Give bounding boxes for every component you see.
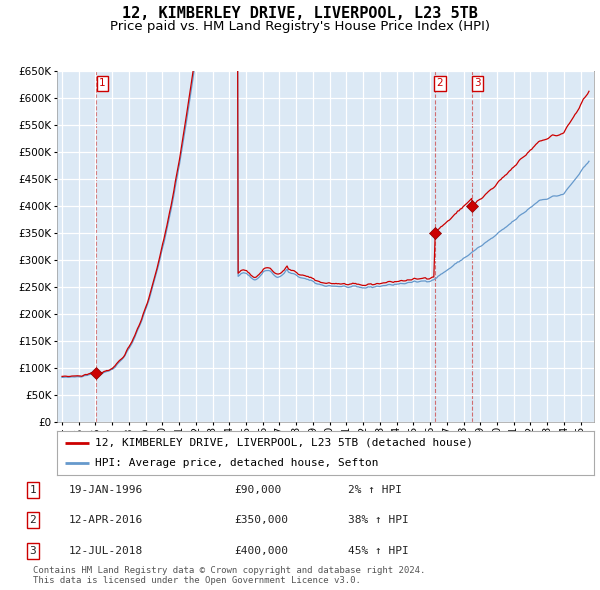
Text: 45% ↑ HPI: 45% ↑ HPI xyxy=(348,546,409,556)
Text: £90,000: £90,000 xyxy=(234,485,281,494)
Text: 2: 2 xyxy=(437,78,443,88)
Text: 2% ↑ HPI: 2% ↑ HPI xyxy=(348,485,402,494)
Text: Price paid vs. HM Land Registry's House Price Index (HPI): Price paid vs. HM Land Registry's House … xyxy=(110,20,490,33)
Text: £350,000: £350,000 xyxy=(234,516,288,525)
Text: 12-JUL-2018: 12-JUL-2018 xyxy=(69,546,143,556)
Text: Contains HM Land Registry data © Crown copyright and database right 2024.
This d: Contains HM Land Registry data © Crown c… xyxy=(33,566,425,585)
Text: 12, KIMBERLEY DRIVE, LIVERPOOL, L23 5TB: 12, KIMBERLEY DRIVE, LIVERPOOL, L23 5TB xyxy=(122,6,478,21)
Text: 2: 2 xyxy=(29,516,37,525)
Text: 12, KIMBERLEY DRIVE, LIVERPOOL, L23 5TB (detached house): 12, KIMBERLEY DRIVE, LIVERPOOL, L23 5TB … xyxy=(95,438,473,448)
Text: 1: 1 xyxy=(29,485,37,494)
Text: 38% ↑ HPI: 38% ↑ HPI xyxy=(348,516,409,525)
Text: 19-JAN-1996: 19-JAN-1996 xyxy=(69,485,143,494)
Text: 3: 3 xyxy=(29,546,37,556)
Text: 1: 1 xyxy=(99,78,106,88)
Text: 12-APR-2016: 12-APR-2016 xyxy=(69,516,143,525)
Text: £400,000: £400,000 xyxy=(234,546,288,556)
Text: HPI: Average price, detached house, Sefton: HPI: Average price, detached house, Seft… xyxy=(95,458,378,468)
Text: 3: 3 xyxy=(475,78,481,88)
